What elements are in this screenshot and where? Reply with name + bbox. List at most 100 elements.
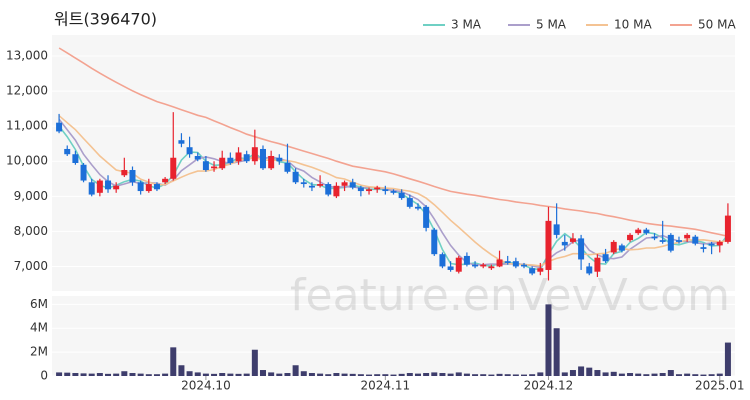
legend-item: 5 MA [508, 18, 567, 32]
candle-body [496, 259, 503, 267]
candle-body [259, 148, 266, 169]
volume-bar [529, 374, 536, 376]
candle-body [194, 155, 201, 160]
candle-body [529, 268, 536, 274]
candle-body [145, 184, 152, 192]
candle-body [235, 152, 242, 162]
x-tick-label: 2025.01 [695, 379, 745, 393]
candle-body [153, 184, 160, 190]
volume-bar [643, 374, 650, 376]
volume-bar [675, 374, 682, 376]
candle-body [88, 182, 95, 195]
candle-body [651, 236, 658, 239]
volume-bar [300, 371, 307, 376]
volume-bar [121, 371, 128, 376]
volume-bar [382, 374, 389, 376]
volume-bar [431, 372, 438, 376]
volume-bar [635, 373, 642, 376]
candle-body [243, 154, 250, 162]
candle-body [398, 192, 405, 199]
candle-body [684, 234, 691, 239]
candle-body [553, 224, 560, 235]
candle-body [96, 180, 103, 193]
candle-body [162, 178, 169, 183]
candle-body [578, 238, 585, 260]
candle-body [602, 254, 609, 262]
y-tick-label: 6M [30, 297, 48, 311]
volume-bar [170, 347, 177, 376]
volume-bar [610, 371, 617, 376]
volume-bar [700, 374, 707, 376]
volume-bar [308, 373, 315, 376]
candle-body [504, 261, 511, 263]
chart-title: 워트(396470) [54, 10, 157, 29]
candle-body [480, 264, 487, 267]
volume-bar [259, 370, 266, 376]
volume-bar [406, 373, 413, 376]
candle-body [227, 157, 234, 163]
volume-bar [243, 373, 250, 376]
volume-bar [357, 374, 364, 376]
candle-body [406, 198, 413, 207]
candle-body [635, 229, 642, 234]
volume-bar [251, 349, 258, 376]
volume-bar [561, 372, 568, 376]
y-tick-label: 9,000 [14, 189, 48, 203]
candle-body [716, 241, 723, 246]
volume-bar [708, 374, 715, 376]
volume-bar [724, 342, 731, 376]
volume-bar [333, 373, 340, 376]
candle-body [618, 245, 625, 251]
volume-bar [480, 374, 487, 376]
volume-bar [292, 365, 299, 376]
candle-body [724, 215, 731, 242]
volume-bar [578, 366, 585, 376]
volume-bar [211, 373, 218, 376]
volume-bar [64, 372, 71, 376]
volume-bar [105, 373, 112, 376]
volume-bar [594, 370, 601, 376]
candle-body [455, 257, 462, 272]
candle-body [423, 206, 430, 228]
volume-bar [235, 373, 242, 376]
legend-label: 3 MA [451, 18, 482, 32]
volume-bar [284, 373, 291, 376]
volume-bar [398, 373, 405, 376]
candle-body [300, 182, 307, 185]
volume-bar [349, 373, 356, 376]
volume-bar [627, 373, 634, 376]
volume-bar [88, 373, 95, 376]
y-tick-label: 12,000 [6, 84, 48, 98]
candle-body [447, 266, 454, 270]
volume-bar [439, 373, 446, 376]
y-tick-label: 13,000 [6, 49, 48, 63]
volume-bar [716, 373, 723, 376]
volume-bar [472, 374, 479, 376]
y-tick-label: 0 [40, 369, 48, 383]
volume-bar [602, 372, 609, 376]
candle-body [80, 164, 87, 181]
candle-body [357, 187, 364, 192]
volume-bar [586, 367, 593, 376]
candle-body [627, 234, 634, 241]
volume-bar [56, 372, 63, 376]
legend-item: 3 MA [423, 18, 482, 32]
volume-bar [684, 373, 691, 376]
volume-bar [276, 373, 283, 376]
volume-bar [80, 373, 87, 376]
candle-body [284, 163, 291, 172]
volume-bar [186, 371, 193, 376]
candle-body [708, 243, 715, 246]
candle-body [56, 122, 63, 132]
candle-body [251, 147, 258, 162]
candle-body [521, 264, 528, 267]
volume-panel [52, 296, 735, 376]
candle-body [390, 191, 397, 193]
candle-body [325, 184, 332, 195]
candle-body [64, 148, 71, 155]
candle-body [675, 240, 682, 242]
volume-bar [145, 374, 152, 376]
volume-bar [651, 373, 658, 376]
x-tick-label: 2024.10 [181, 379, 231, 393]
price-panel [52, 35, 735, 291]
